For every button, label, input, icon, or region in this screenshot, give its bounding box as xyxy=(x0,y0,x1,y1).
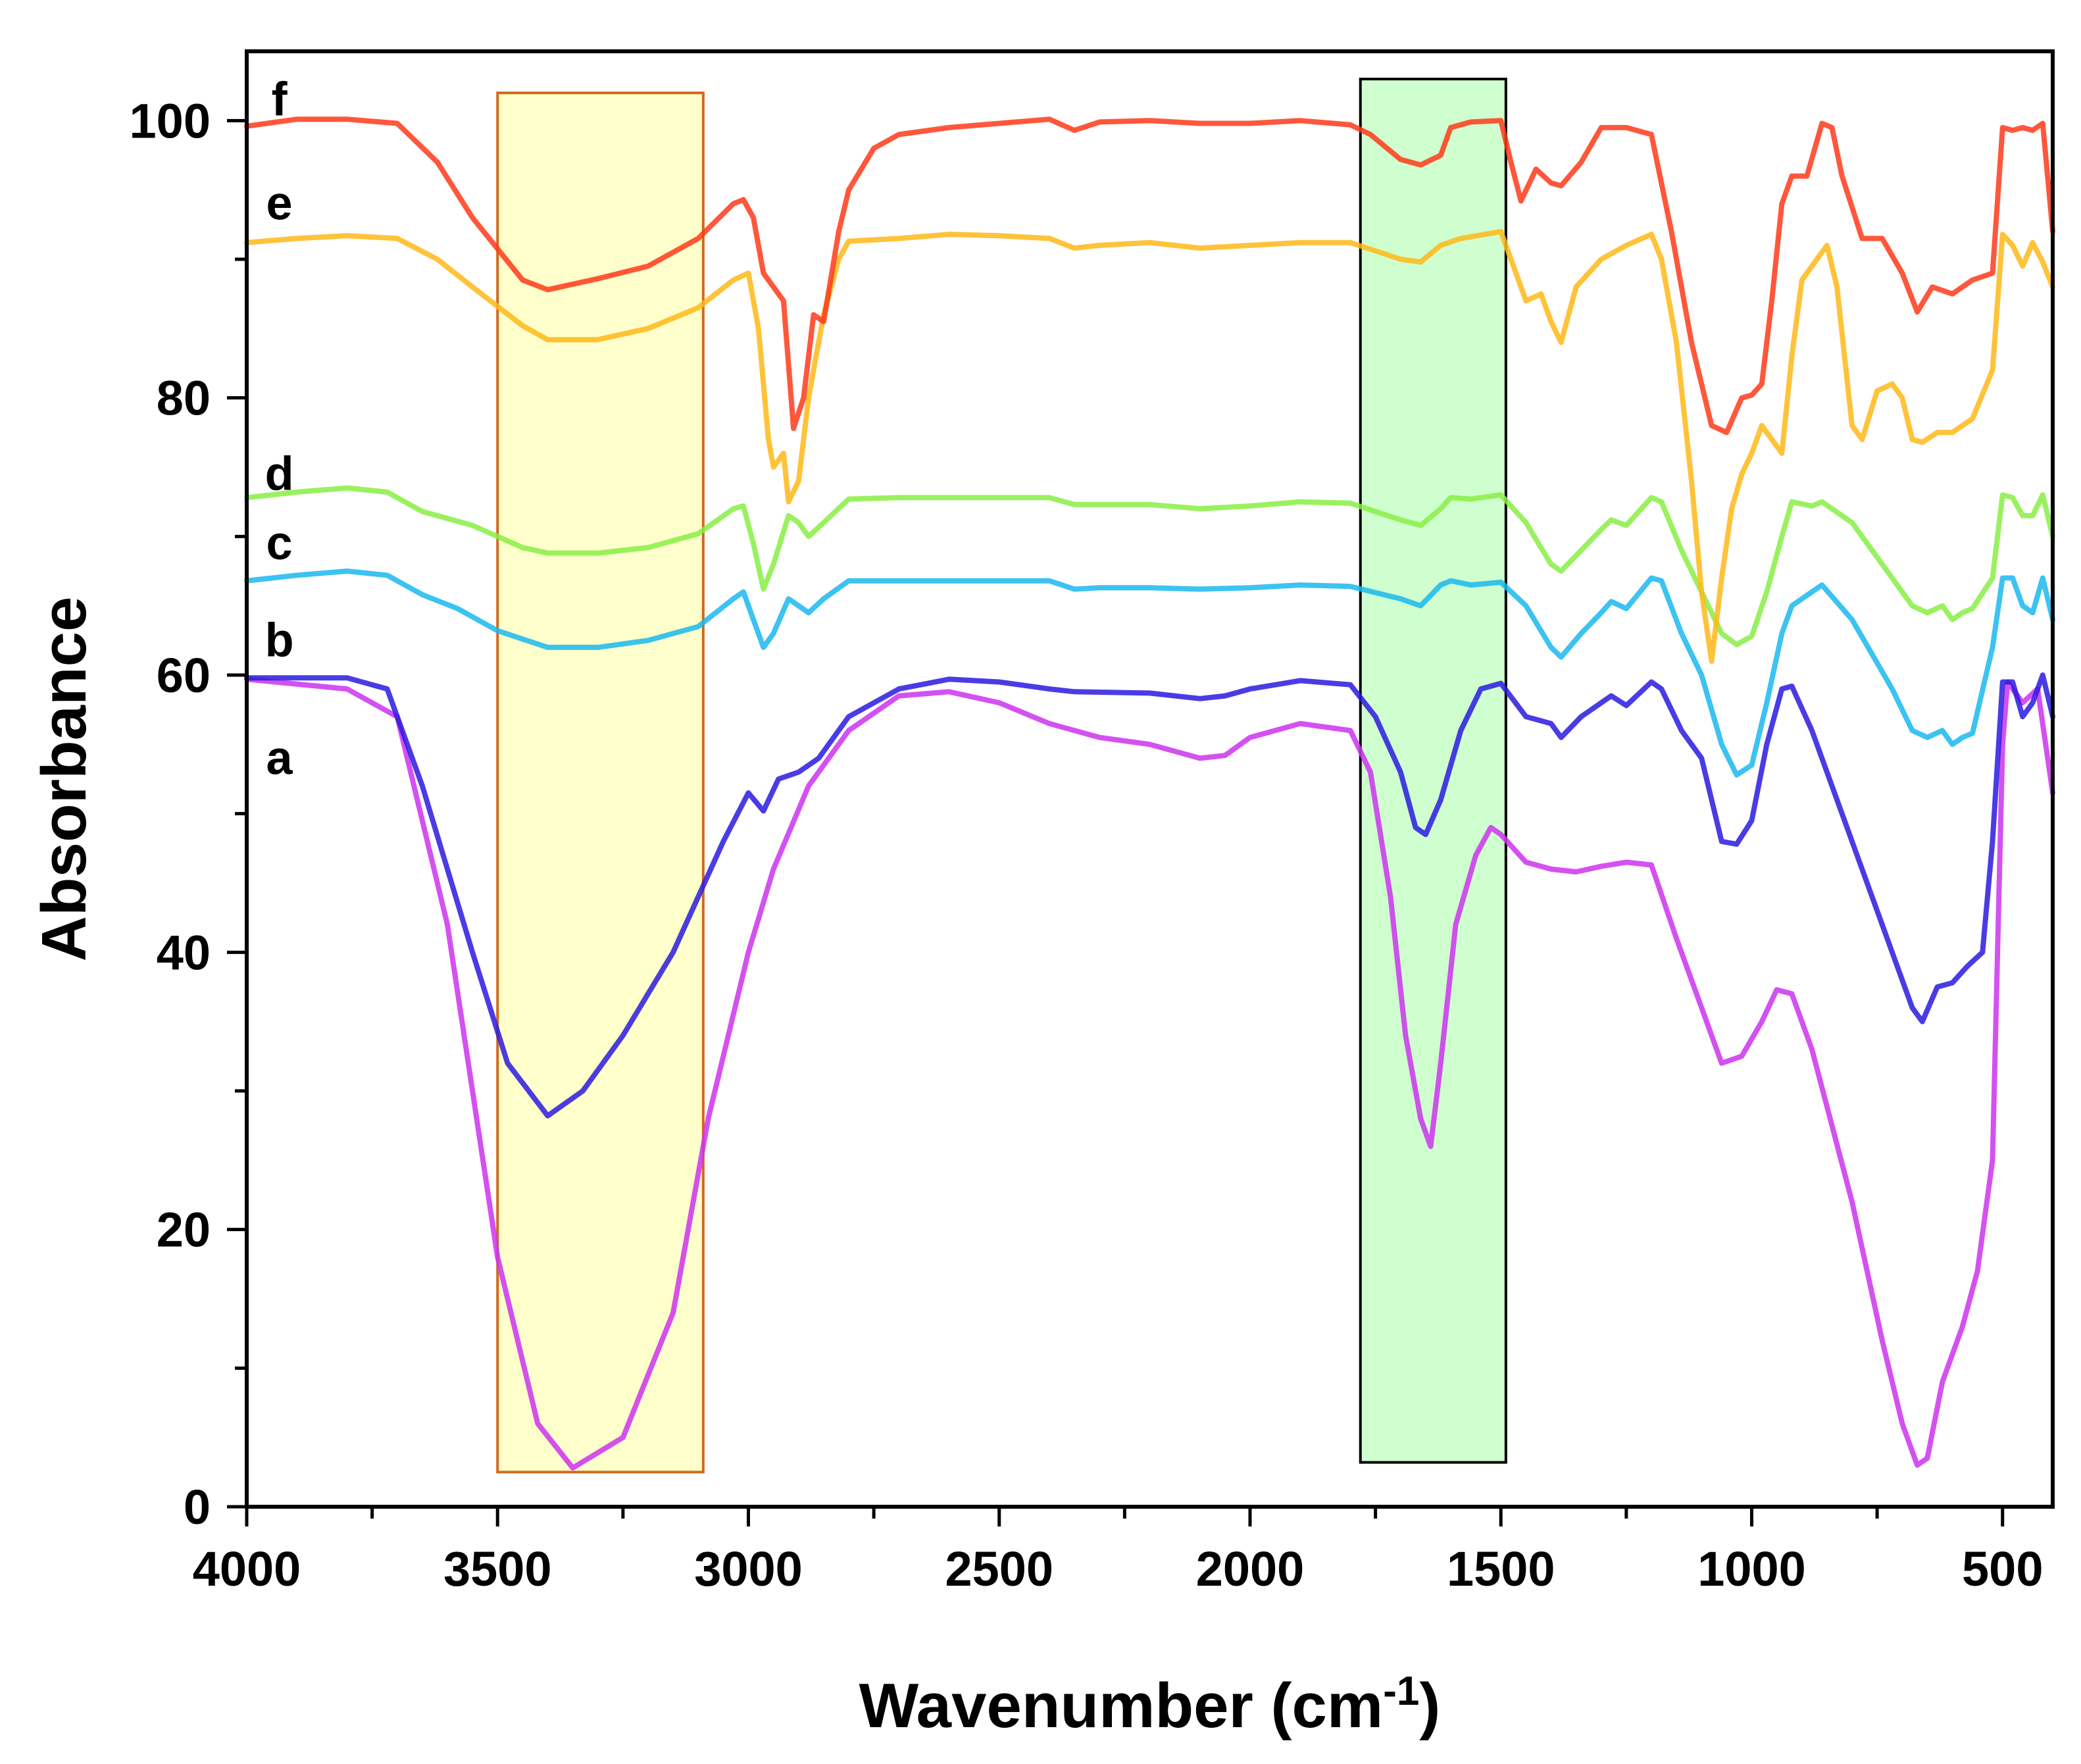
x-axis-title-close: ) xyxy=(1419,1671,1440,1741)
y-axis: 0 20 40 60 80 100 xyxy=(130,93,247,1534)
y-tick-label-20: 20 xyxy=(157,1203,211,1257)
x-tick-label-1500: 1500 xyxy=(1447,1542,1555,1596)
series-label-b: b xyxy=(265,614,294,667)
series-label-e: e xyxy=(266,178,293,230)
plot-area-frame xyxy=(245,49,2055,1509)
x-tick-label-2000: 2000 xyxy=(1196,1542,1305,1596)
x-tick-label-3000: 3000 xyxy=(694,1542,803,1596)
series-label-a: a xyxy=(266,732,293,784)
x-tick-label-3500: 3500 xyxy=(443,1542,552,1596)
x-axis-title-main: Wavenumber (cm xyxy=(859,1671,1384,1741)
series-line-a xyxy=(244,672,2055,1119)
x-tick-label-2500: 2500 xyxy=(945,1542,1053,1596)
series-label-d: d xyxy=(265,448,294,501)
x-axis-title-superscript: -1 xyxy=(1383,1669,1419,1714)
x-axis: 4000 3500 3000 2500 2000 1500 1000 500 xyxy=(193,1507,2043,1596)
highlight-regions xyxy=(496,78,1507,1474)
x-tick-label-4000: 4000 xyxy=(193,1542,301,1596)
series-line-b xyxy=(244,568,2055,778)
series-line-e xyxy=(244,228,2055,664)
series-label-f: f xyxy=(272,74,288,126)
y-tick-label-80: 80 xyxy=(157,371,211,426)
y-tick-label-100: 100 xyxy=(130,93,211,148)
series-line-a-purple xyxy=(244,676,2055,1471)
y-tick-label-0: 0 xyxy=(184,1480,211,1534)
series-label-c: c xyxy=(266,517,293,570)
x-axis-title: Wavenumber (cm-1) xyxy=(859,1669,1441,1742)
x-tick-label-1000: 1000 xyxy=(1697,1542,1806,1596)
y-tick-label-60: 60 xyxy=(157,648,211,703)
series-line-f xyxy=(244,116,2055,436)
y-tick-label-40: 40 xyxy=(157,925,211,980)
series-line-c xyxy=(244,485,2055,647)
highlight-region-1 xyxy=(496,91,705,1474)
series-lines xyxy=(244,116,2055,1471)
highlight-region-2 xyxy=(1359,78,1507,1464)
y-axis-title: Absorbance xyxy=(29,597,99,962)
x-tick-label-500: 500 xyxy=(1962,1542,2043,1596)
series-labels: fe dcb a xyxy=(265,74,294,785)
